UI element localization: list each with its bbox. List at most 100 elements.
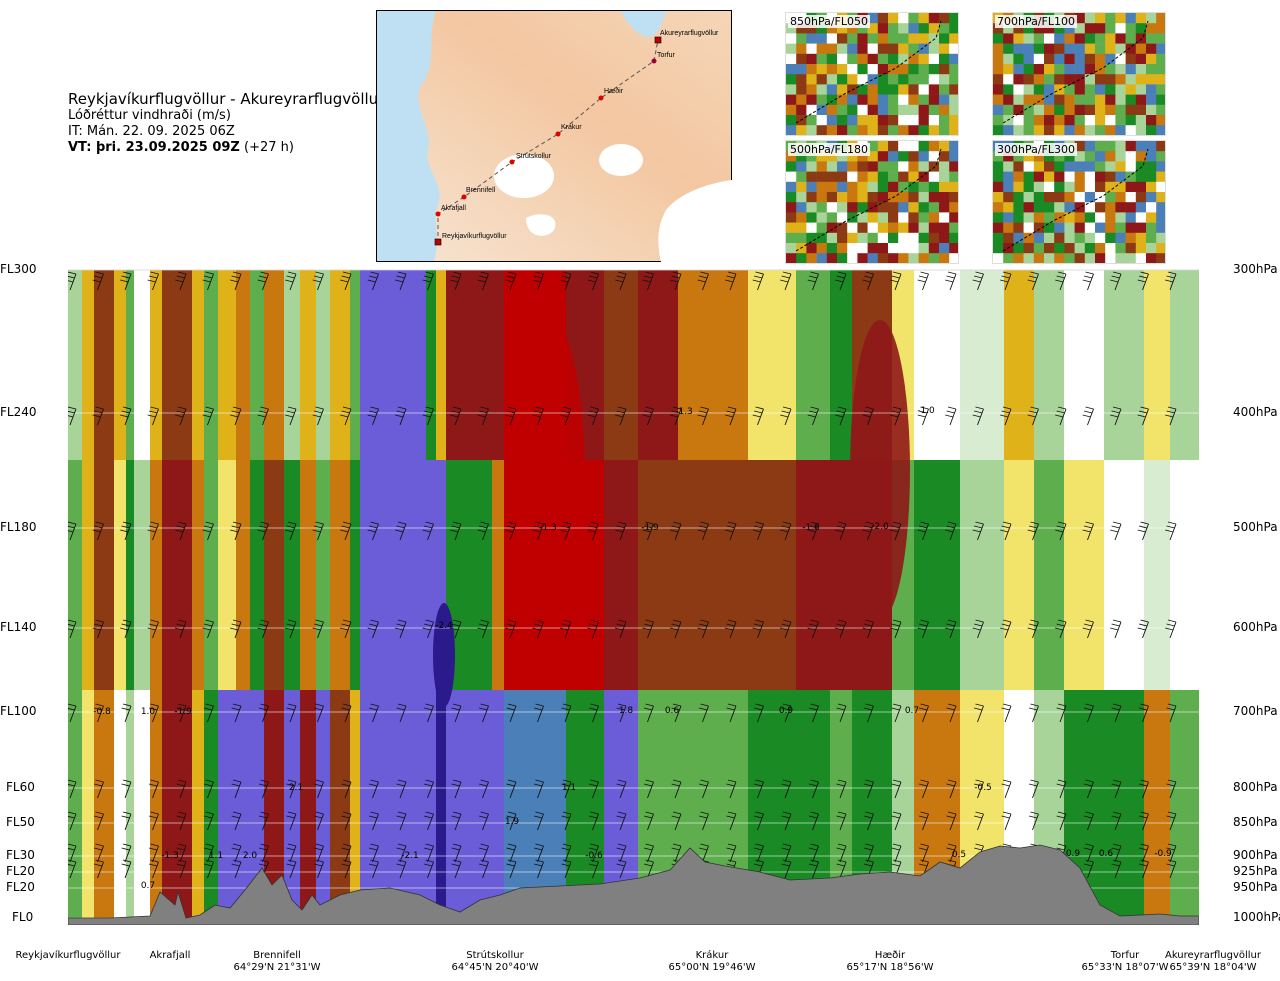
field-cell-upper [204,270,218,460]
mini-map-cell [1095,94,1106,106]
mini-map-cell [898,23,909,34]
wind-barb [698,843,709,863]
wind-barb [396,703,407,723]
field-cell-lower [492,690,504,925]
mini-map-cell [949,243,958,254]
value-annotation: 1.0 [141,707,156,717]
mini-map-cell [847,253,858,263]
mini-map-cell [877,53,889,65]
mini-map-cell [1033,192,1045,203]
mini-map-cell [816,104,828,116]
mini-map-cell [857,74,868,85]
wind-barb [368,703,379,723]
map-label-torfur: Torfur [657,52,676,59]
mini-map-cell [1084,151,1096,162]
mini-map-cell [898,243,909,254]
wind-barb [176,859,187,879]
mini-map-cell [1125,94,1137,106]
mini-map-cell [1074,171,1086,183]
field-cell-upper [796,270,830,460]
mini-map-cell [898,161,909,172]
mini-map-cell [888,202,899,213]
mini-map-cell [993,53,1004,65]
mini-map-cell [877,253,889,263]
mini-map-cell [993,222,1004,234]
value-annotation: -1.3 [675,407,693,417]
wind-barb [917,619,929,639]
field-cell-upper [134,270,150,460]
wind-barb [202,406,214,426]
field-cell-middle [678,460,748,690]
mini-map-cell [928,115,940,126]
mini-map-cell [1084,232,1096,244]
mini-map-cell [993,64,1004,75]
field-strong-downdraft [505,310,585,650]
mini-map-cell [928,212,940,223]
mini-map-cell [928,161,940,172]
mini-map-cell [786,94,797,106]
mini-map-cell [888,115,899,126]
glacier-small [526,214,556,236]
mini-map-cell [796,74,807,85]
mini-map-cell [928,243,940,254]
mini-map-cell [1135,125,1147,135]
mini-map-cell [888,151,899,162]
mini-map-cell [1064,192,1075,203]
wind-barb [506,703,517,723]
wind-barb [560,521,572,541]
mini-map-cell [1064,115,1075,126]
mini-map-cell [1064,181,1075,193]
wind-barb [891,811,902,831]
wind-barb [203,843,214,863]
mini-map-cell [786,104,797,116]
mini-map-500: 500hPa/FL180 [785,140,959,264]
wind-barb [533,859,544,879]
field-cell-middle [150,460,162,690]
wind-barb [1000,406,1012,426]
mini-map-cell [993,212,1004,223]
location-label: Akrafjall [105,950,235,962]
mini-map-cell [1115,13,1126,24]
mini-map-cell [908,161,919,172]
valid-time-offset: (+27 h) [239,140,294,155]
mini-map-cell [1054,94,1065,106]
mini-map-cell [826,74,838,85]
mini-map-cell [847,43,858,55]
mini-map-cell [1064,104,1075,116]
wind-barb [917,406,929,426]
wind-barb [1001,811,1012,831]
glacier-langjokull [494,154,554,198]
mini-map-cell [1146,23,1157,34]
fl-tick-label: FL30 [6,848,35,862]
wind-barb [780,271,792,291]
mini-map-cell [888,74,899,85]
wind-barb [836,779,847,799]
mini-map-cell [918,243,930,254]
value-annotation: 1.8 [619,706,634,716]
mini-map-cell [867,104,879,116]
mini-map-cell [908,125,919,135]
mini-map-cell [1033,161,1045,172]
field-cell-middle [1064,460,1104,690]
wind-barb [1056,703,1067,723]
mini-map-cell [1105,84,1116,95]
wind-barb [1137,521,1149,541]
mini-map-cell [1074,94,1086,106]
wind-barb [946,779,957,799]
wind-barb [918,703,929,723]
mini-map-cell [1156,202,1165,213]
mini-map-cell [1146,104,1157,116]
mini-map-850-field [786,13,958,135]
mini-map-cell [928,13,940,24]
mini-map-cell [867,74,879,85]
mini-map-cell [1105,202,1116,213]
wind-barb [587,406,599,426]
mini-map-cell [1023,125,1035,135]
mini-map-cell [786,33,797,44]
wind-barb [615,271,627,291]
mini-map-cell [877,171,889,183]
hpa-tick-label: 500hPa [1233,520,1278,534]
mini-map-cell [1135,243,1147,254]
mini-map-cell [837,232,848,244]
field-cell-lower [360,690,426,925]
